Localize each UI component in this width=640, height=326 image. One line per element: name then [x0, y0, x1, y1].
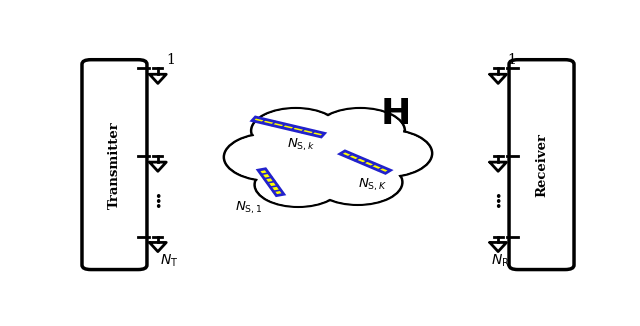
Text: •: •: [154, 196, 161, 209]
Circle shape: [257, 164, 340, 206]
Text: $N_{\mathrm{S},1}$: $N_{\mathrm{S},1}$: [235, 199, 262, 215]
Polygon shape: [252, 117, 324, 137]
Circle shape: [273, 122, 383, 177]
Circle shape: [316, 108, 405, 153]
Text: $N_{\mathrm{R}}$: $N_{\mathrm{R}}$: [491, 253, 509, 269]
Text: •: •: [495, 196, 502, 209]
Text: $N_{\mathrm{S},k}$: $N_{\mathrm{S},k}$: [287, 136, 315, 153]
Text: $\mathbf{H}$: $\mathbf{H}$: [380, 97, 410, 131]
Circle shape: [276, 123, 380, 176]
Text: Transmitter: Transmitter: [108, 121, 121, 209]
Circle shape: [340, 130, 430, 176]
Text: $N_{\mathrm{S},K}$: $N_{\mathrm{S},K}$: [358, 176, 387, 193]
Text: •: •: [495, 191, 502, 204]
Polygon shape: [340, 151, 390, 173]
Circle shape: [224, 133, 318, 181]
Text: 1: 1: [167, 53, 175, 67]
Circle shape: [253, 109, 339, 153]
Circle shape: [313, 160, 403, 205]
FancyBboxPatch shape: [509, 60, 574, 270]
FancyBboxPatch shape: [82, 60, 147, 270]
Circle shape: [315, 160, 401, 204]
Circle shape: [251, 108, 340, 153]
Circle shape: [255, 163, 342, 207]
Text: 1: 1: [507, 53, 516, 67]
Circle shape: [226, 134, 316, 180]
Text: Receiver: Receiver: [535, 133, 548, 197]
Circle shape: [338, 129, 432, 177]
Text: •: •: [154, 201, 161, 214]
Text: $N_{\mathrm{T}}$: $N_{\mathrm{T}}$: [161, 253, 179, 269]
Polygon shape: [258, 169, 284, 196]
Text: •: •: [154, 191, 161, 204]
Circle shape: [317, 109, 403, 153]
Text: •: •: [495, 201, 502, 214]
